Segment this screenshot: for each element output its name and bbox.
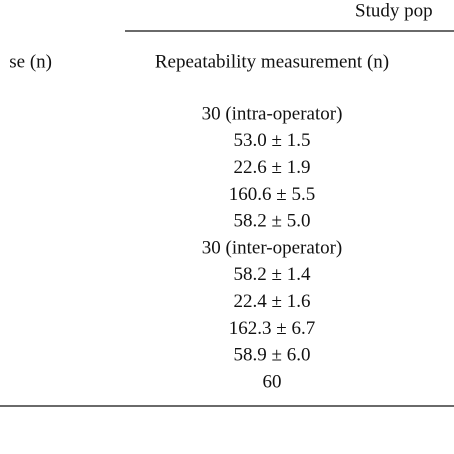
table-cell: 30 (inter-operator) (202, 237, 342, 258)
column-header: se (n) (9, 51, 52, 72)
table-cell: 162.3 ± 6.7 (229, 318, 315, 339)
table-cell: 30 (intra-operator) (202, 103, 343, 124)
column-header: Repeatability measurement (n) (155, 51, 389, 72)
table-cell: 60 (263, 371, 282, 392)
table-cell: 58.2 ± 1.4 (234, 264, 311, 285)
table-cell: 22.6 ± 1.9 (234, 157, 311, 178)
table-cell: 58.9 ± 6.0 (234, 345, 311, 366)
table-cell: 160.6 ± 5.5 (229, 184, 315, 205)
table-cell: 58.2 ± 5.0 (234, 211, 311, 232)
table-cell: 53.0 ± 1.5 (234, 130, 311, 151)
table-cell: 22.4 ± 1.6 (234, 291, 311, 312)
span-header: Study pop (355, 0, 433, 21)
